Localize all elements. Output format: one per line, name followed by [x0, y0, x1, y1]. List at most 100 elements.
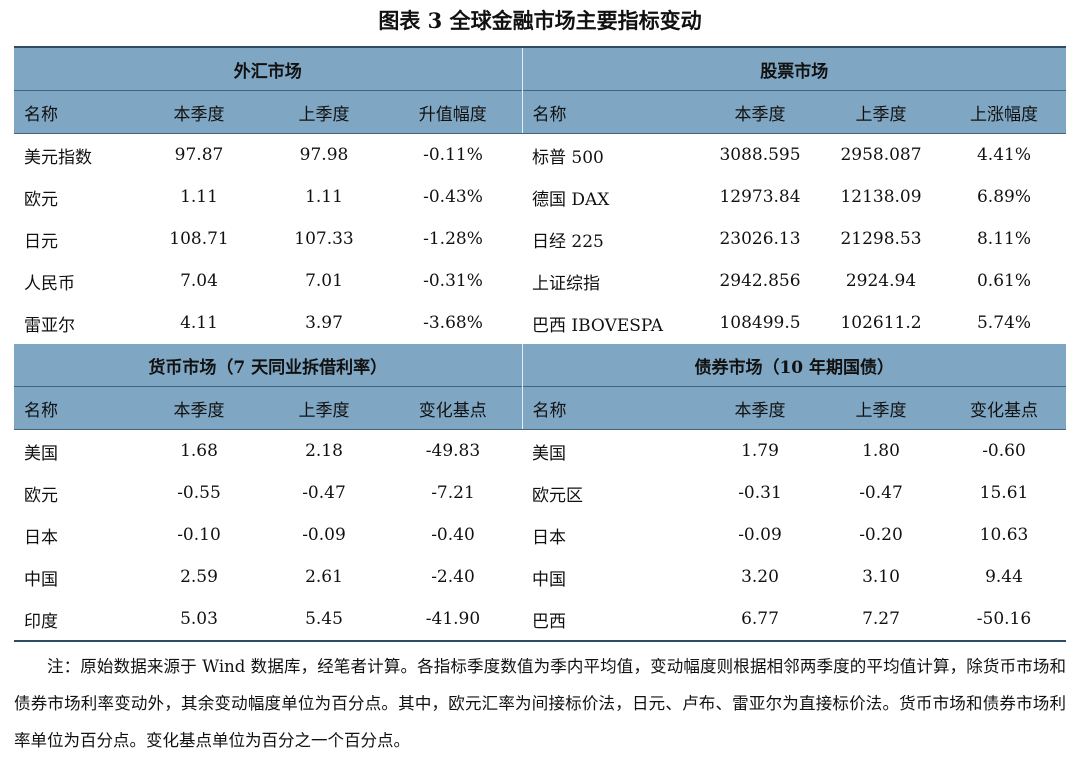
- table-cell: 1.68: [180, 441, 218, 461]
- table-cell: 2.18: [305, 441, 343, 461]
- table-cell: -0.10: [177, 525, 221, 545]
- table-cell: 德国 DAX: [532, 189, 610, 210]
- stock-section-title: 股票市场: [522, 46, 1066, 91]
- table-cell: 108.71: [169, 229, 229, 249]
- table-cell: -0.47: [302, 483, 346, 503]
- table-cell: 6.89%: [976, 187, 1031, 207]
- table-cell: -0.11%: [423, 145, 483, 165]
- table-cell: 7.04: [180, 271, 218, 291]
- table-cell: -0.47: [859, 483, 903, 503]
- table-cell: -3.68%: [423, 313, 483, 333]
- table-cell: 雷亚尔: [24, 315, 75, 336]
- table-cell: 巴西: [522, 598, 700, 642]
- column-header: 本季度: [134, 90, 264, 134]
- column-header: 名称: [522, 386, 700, 430]
- table-cell: 23026.13: [719, 229, 801, 249]
- column-header: 名称: [14, 386, 134, 430]
- table-cell: -49.83: [425, 441, 481, 461]
- table-row: 日本 -0.10 -0.09 -0.40 日本 -0.09 -0.20 10.6…: [14, 514, 1066, 556]
- table-cell: 印度: [14, 598, 134, 642]
- column-header: 名称: [14, 90, 134, 134]
- table-cell: 中国: [24, 569, 58, 590]
- table-row: 欧元 1.11 1.11 -0.43% 德国 DAX 12973.84 1213…: [14, 176, 1066, 218]
- figure-title: 图表 3 全球金融市场主要指标变动: [378, 8, 702, 33]
- table-cell: 2.59: [180, 567, 218, 587]
- table-cell: 7.27: [820, 598, 942, 642]
- column-header-row-1: 名称 本季度 上季度 升值幅度 名称 本季度 上季度 上涨幅度: [14, 90, 1066, 134]
- table-cell: 107.33: [294, 229, 354, 249]
- column-header-row-2: 名称 本季度 上季度 变化基点 名称 本季度 上季度 变化基点: [14, 386, 1066, 430]
- column-header: 本季度: [700, 90, 820, 134]
- table-cell: -0.31%: [423, 271, 483, 291]
- column-header: 上季度: [264, 386, 384, 430]
- market-indicators-table: 外汇市场 股票市场 名称 本季度 上季度 升值幅度 名称 本季度 上季度 上涨幅…: [14, 46, 1066, 642]
- table-cell: -0.31: [738, 483, 782, 503]
- table-cell: 12138.09: [840, 187, 922, 207]
- table-cell: -2.40: [431, 567, 475, 587]
- table-cell: 3088.595: [719, 145, 801, 165]
- column-header: 变化基点: [942, 386, 1066, 430]
- table-cell: -0.60: [982, 441, 1026, 461]
- table-cell: 中国: [532, 569, 566, 590]
- table-cell: 6.77: [700, 598, 820, 642]
- table-cell: 人民币: [24, 273, 75, 294]
- column-header: 上季度: [264, 90, 384, 134]
- table-cell: 8.11%: [976, 229, 1031, 249]
- table-cell: 标普 500: [532, 147, 604, 168]
- money-section-title: 货币市场（7 天同业拆借利率）: [14, 344, 523, 387]
- column-header: 升值幅度: [384, 90, 523, 134]
- table-cell: 3.10: [862, 567, 900, 587]
- table-cell: 日本: [24, 527, 58, 548]
- table-cell: 3.20: [741, 567, 779, 587]
- table-cell: 美国: [24, 443, 58, 464]
- table-cell: -0.09: [738, 525, 782, 545]
- table-cell: 美国: [532, 443, 566, 464]
- source-note: 注：原始数据来源于 Wind 数据库，经笔者计算。各指标季度数值为季内平均值，变…: [14, 657, 1066, 750]
- table-cell: 97.98: [299, 145, 349, 165]
- table-cell: 欧元: [24, 485, 58, 506]
- column-header: 变化基点: [384, 386, 523, 430]
- table-row: 雷亚尔 4.11 3.97 -3.68% 巴西 IBOVESPA 108499.…: [14, 302, 1066, 344]
- table-cell: 3.97: [305, 313, 343, 333]
- table-cell: 美元指数: [24, 147, 92, 168]
- table-row: 美元指数 97.87 97.98 -0.11% 标普 500 3088.595 …: [14, 134, 1066, 177]
- table-cell: 97.87: [174, 145, 224, 165]
- column-header: 名称: [522, 90, 700, 134]
- table-cell: 1.80: [862, 441, 900, 461]
- table-cell: 日元: [24, 231, 58, 252]
- table-cell: -0.43%: [423, 187, 483, 207]
- table-cell: -7.21: [431, 483, 475, 503]
- table-row: 中国 2.59 2.61 -2.40 中国 3.20 3.10 9.44: [14, 556, 1066, 598]
- table-cell: 5.45: [264, 598, 384, 642]
- table-cell: -0.09: [302, 525, 346, 545]
- table-cell: 0.61%: [976, 271, 1031, 291]
- column-header: 本季度: [700, 386, 820, 430]
- table-cell: 7.01: [305, 271, 343, 291]
- table-cell: -50.16: [942, 598, 1066, 642]
- table-cell: 上证综指: [532, 273, 600, 294]
- table-cell: 日本: [532, 527, 566, 548]
- table-cell: 102611.2: [840, 313, 922, 333]
- table-cell: 2958.087: [840, 145, 922, 165]
- table-cell: 2924.94: [845, 271, 917, 291]
- table-row: 日元 108.71 107.33 -1.28% 日经 225 23026.13 …: [14, 218, 1066, 260]
- table-cell: -0.55: [177, 483, 221, 503]
- table-cell: -1.28%: [423, 229, 483, 249]
- table-row: 美国 1.68 2.18 -49.83 美国 1.79 1.80 -0.60: [14, 430, 1066, 473]
- table-cell: -0.40: [431, 525, 475, 545]
- table-cell: 21298.53: [840, 229, 922, 249]
- table-cell: 15.61: [979, 483, 1029, 503]
- table-cell: 巴西 IBOVESPA: [532, 315, 664, 336]
- table-cell: 日经 225: [532, 231, 604, 252]
- table-cell: -41.90: [384, 598, 522, 642]
- table-row: 人民币 7.04 7.01 -0.31% 上证综指 2942.856 2924.…: [14, 260, 1066, 302]
- table-cell: 2.61: [305, 567, 343, 587]
- table-cell: 10.63: [979, 525, 1029, 545]
- table-cell: 2942.856: [719, 271, 801, 291]
- table-cell: 4.11: [180, 313, 218, 333]
- column-header: 上涨幅度: [942, 90, 1066, 134]
- section-header-row-1: 外汇市场 股票市场: [14, 46, 1066, 91]
- table-row: 欧元 -0.55 -0.47 -7.21 欧元区 -0.31 -0.47 15.…: [14, 472, 1066, 514]
- table-cell: 1.79: [741, 441, 779, 461]
- table-cell: 1.11: [305, 187, 343, 207]
